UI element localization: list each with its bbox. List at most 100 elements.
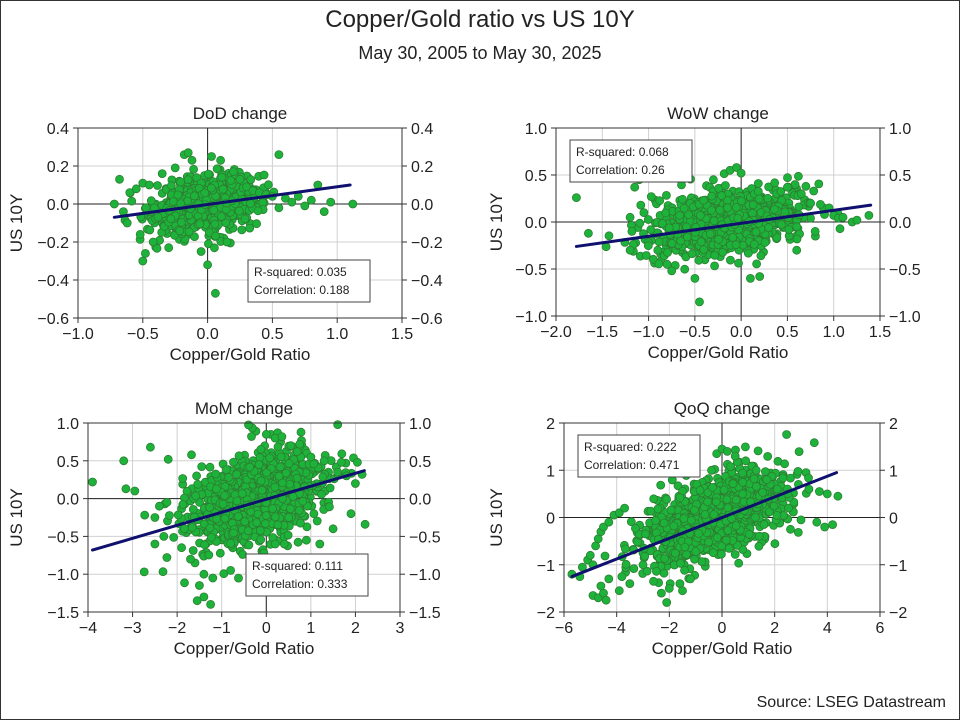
data-point [360, 519, 370, 529]
y-axis-label: US 10Y [487, 193, 506, 252]
data-point [346, 509, 356, 519]
x-tick-label: −3 [123, 620, 141, 637]
data-point [732, 202, 741, 212]
y-tick-label-right: 1 [889, 463, 898, 480]
data-point [207, 152, 216, 161]
data-point [630, 182, 640, 192]
data-point [287, 197, 297, 207]
y-tick-label-left: 0 [546, 511, 555, 528]
x-tick-label: 3 [396, 620, 405, 637]
data-point [125, 188, 135, 198]
data-point [226, 566, 236, 575]
r-squared-label: R-squared: 0.111 [252, 559, 343, 573]
data-point [187, 450, 196, 460]
data-point [130, 486, 140, 496]
data-point [240, 214, 250, 224]
data-point [222, 237, 232, 247]
data-point [694, 529, 703, 538]
data-point [733, 213, 743, 223]
data-point [203, 260, 213, 270]
panel-1: −1.0 −0.5 0.0 0.5 1.0 1.5−0.6 −0.6−0.4 −0.4−0.2… [7, 104, 443, 364]
data-point [317, 489, 326, 499]
y-tick-label-right: −0.6 [411, 311, 443, 328]
data-point [205, 523, 215, 533]
data-point [229, 167, 238, 177]
data-point [273, 442, 283, 452]
data-point [675, 210, 684, 220]
data-point [205, 503, 215, 512]
data-point [652, 566, 661, 576]
data-point [187, 523, 197, 532]
data-point [709, 175, 718, 185]
x-axis-label: Copper/Gold Ratio [652, 639, 793, 658]
data-point [625, 579, 635, 588]
x-tick-label: 0.0 [196, 326, 218, 343]
data-point [679, 203, 689, 213]
data-point [732, 163, 741, 172]
data-point [298, 496, 308, 506]
data-point [145, 225, 155, 235]
y-axis-label: US 10Y [487, 488, 506, 547]
data-point [296, 427, 306, 437]
x-tick-label: −1.5 [586, 324, 618, 341]
data-point [285, 504, 295, 514]
data-point [662, 259, 672, 269]
x-tick-label: 1.5 [391, 326, 413, 343]
x-tick-label: 1 [306, 620, 315, 637]
y-tick-label-left: −1.5 [47, 605, 79, 622]
stats-box [247, 259, 371, 303]
data-point [169, 533, 179, 542]
data-point [192, 471, 202, 481]
data-point [614, 586, 624, 596]
data-point [680, 542, 690, 552]
data-point [641, 251, 651, 260]
data-point [722, 446, 732, 456]
data-point [620, 503, 629, 513]
data-point [234, 451, 244, 461]
data-point [762, 475, 772, 485]
data-point [206, 600, 216, 609]
data-point [203, 169, 213, 179]
correlation-label: Correlation: 0.333 [252, 577, 348, 591]
data-point [741, 456, 751, 466]
data-point [726, 255, 735, 265]
data-point [646, 506, 656, 516]
data-point [237, 225, 247, 235]
data-point [667, 266, 677, 276]
data-point [625, 212, 635, 222]
data-point [256, 444, 266, 454]
data-point [296, 518, 305, 528]
y-tick-label-right: −1 [889, 558, 907, 575]
data-point [621, 544, 630, 554]
data-point [748, 200, 758, 210]
y-tick-label-left: −1 [537, 558, 555, 575]
data-point [680, 264, 690, 274]
y-tick-label-right: 1.0 [889, 121, 911, 138]
y-tick-label-right: −1.0 [889, 309, 921, 326]
x-tick-label: 1.5 [869, 324, 891, 341]
data-point [655, 196, 665, 206]
x-axis-label: Copper/Gold Ratio [174, 639, 315, 658]
data-point [270, 539, 280, 549]
data-point [734, 558, 744, 568]
data-point [682, 232, 692, 242]
data-point [153, 212, 163, 222]
data-point [191, 491, 201, 501]
data-point [792, 222, 802, 232]
data-point [699, 195, 708, 205]
data-point [337, 449, 347, 459]
data-point [324, 502, 334, 512]
x-tick-label: −0.5 [679, 324, 711, 341]
data-point [749, 474, 759, 484]
data-point [170, 163, 180, 173]
data-point [244, 540, 254, 550]
data-point [753, 186, 763, 196]
data-point [109, 199, 119, 209]
data-point [270, 512, 280, 522]
data-point [131, 184, 141, 194]
data-point [328, 524, 338, 534]
data-point [838, 212, 848, 222]
data-point [864, 210, 874, 220]
data-point [756, 251, 766, 261]
data-point [731, 240, 741, 250]
